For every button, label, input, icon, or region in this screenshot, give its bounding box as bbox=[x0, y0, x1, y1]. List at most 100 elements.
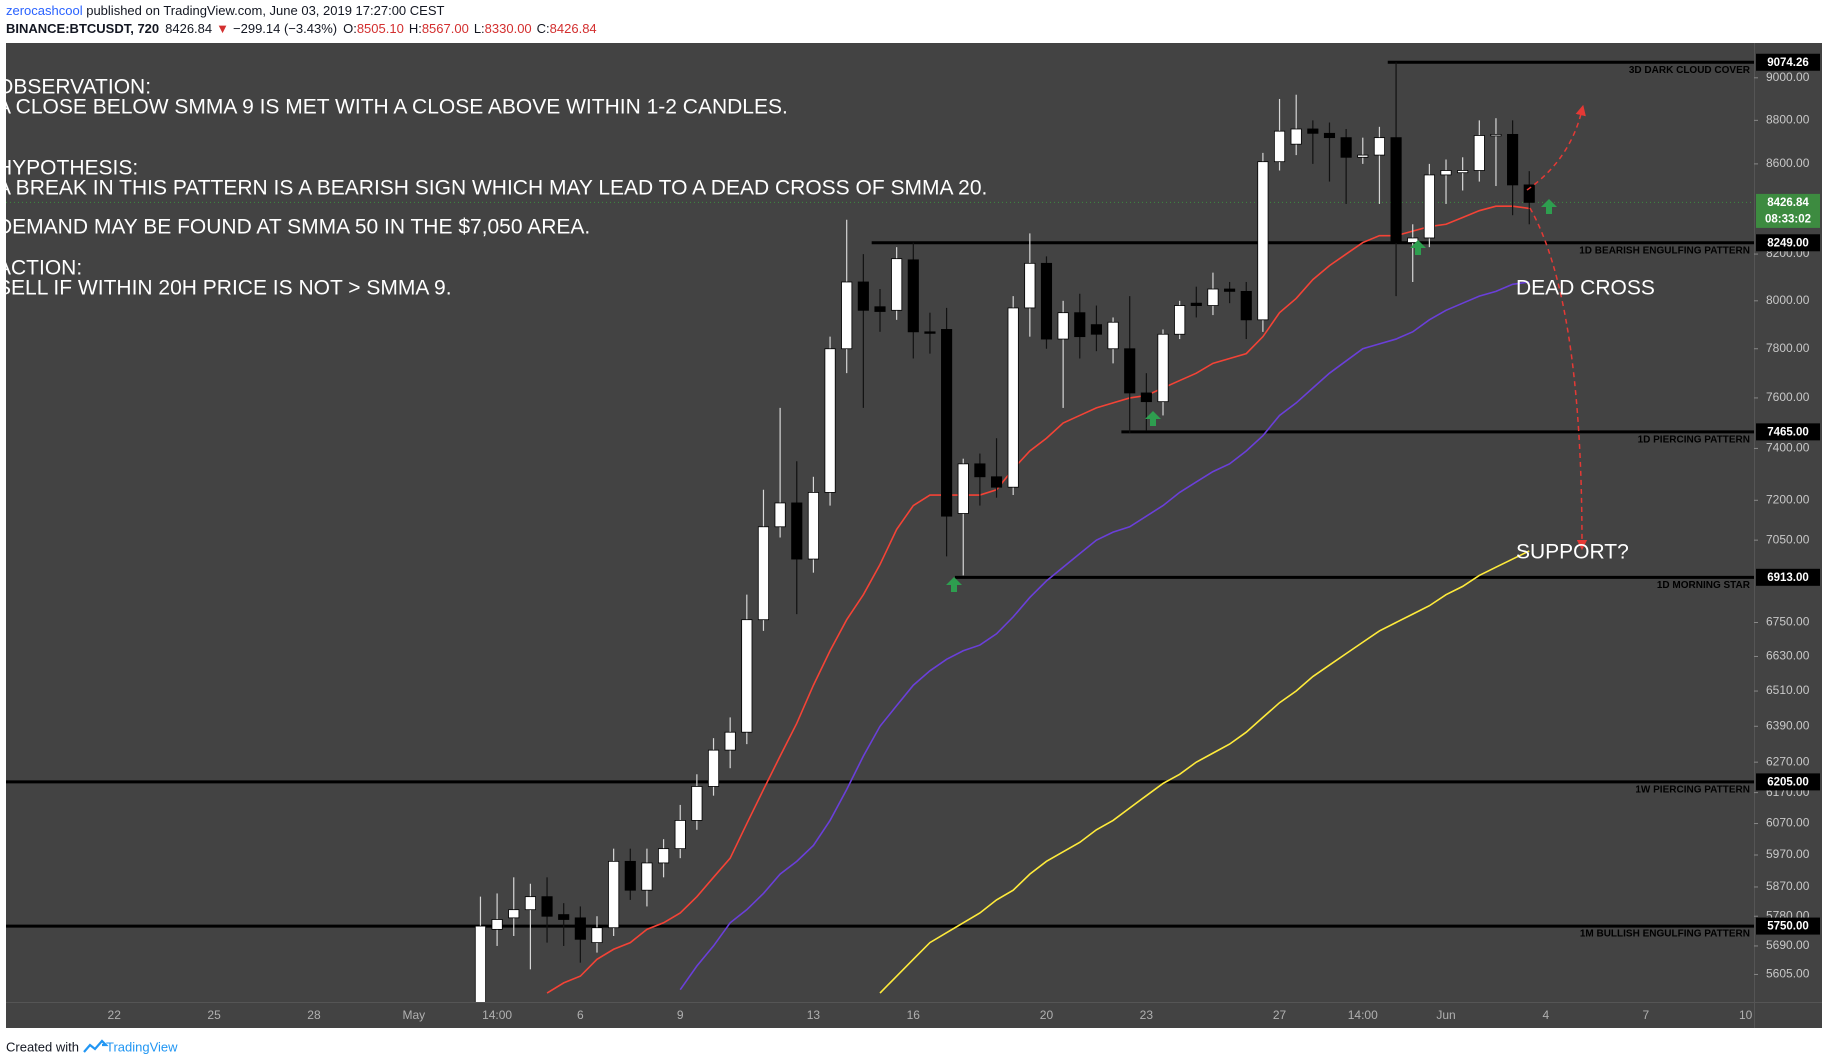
y-tick-label: 8800.00 bbox=[1766, 113, 1810, 127]
x-tick-label: 7 bbox=[1642, 1008, 1649, 1022]
candle-body bbox=[491, 919, 503, 930]
level-name: 1W PIERCING PATTERN bbox=[1635, 785, 1750, 796]
note: OBSERVATION: bbox=[0, 76, 151, 99]
note: SELL IF WITHIN 20H PRICE IS NOT > SMMA 9… bbox=[0, 277, 452, 300]
candle-body bbox=[1357, 154, 1369, 158]
candle-body bbox=[608, 860, 620, 929]
candle-body bbox=[1157, 333, 1169, 403]
low-label: L: bbox=[474, 21, 485, 36]
candle-body bbox=[741, 619, 753, 733]
candle-body bbox=[508, 909, 520, 919]
level-price-label: 6205.00 bbox=[1767, 776, 1809, 788]
candle-body bbox=[1507, 133, 1519, 186]
y-tick-label: 9000.00 bbox=[1766, 70, 1810, 84]
symbol-line: BINANCE:BTCUSDT, 720 8426.84 ▼ −299.14 (−3.… bbox=[6, 21, 597, 36]
countdown: 08:33:02 bbox=[1765, 213, 1811, 225]
level-name: 1D BEARISH ENGULFING PATTERN bbox=[1579, 245, 1750, 256]
note: A BREAK IN THIS PATTERN IS A BEARISH SIG… bbox=[0, 177, 987, 200]
candle-body bbox=[791, 502, 803, 560]
candle-body bbox=[1224, 288, 1236, 292]
close-value: 8426.84 bbox=[550, 21, 597, 36]
candle-body bbox=[1373, 137, 1385, 156]
candle-body bbox=[841, 281, 853, 350]
moving-average bbox=[679, 281, 1530, 991]
y-tick-label: 7050.00 bbox=[1766, 532, 1810, 546]
candle-body bbox=[1290, 128, 1302, 145]
x-tick-label: 27 bbox=[1273, 1008, 1287, 1022]
candle-body bbox=[1140, 392, 1152, 403]
level-price-label: 8249.00 bbox=[1767, 237, 1809, 249]
candle-body bbox=[1473, 135, 1485, 171]
last-price-label: 8426.84 bbox=[1767, 197, 1809, 209]
candle-body bbox=[574, 917, 586, 940]
note: DEMAND MAY BE FOUND AT SMMA 50 IN THE $7… bbox=[0, 216, 590, 239]
candle-body bbox=[907, 259, 919, 333]
candle-body bbox=[807, 492, 819, 560]
x-tick-label: 14:00 bbox=[482, 1008, 512, 1022]
candle-body bbox=[1090, 324, 1102, 335]
y-tick-label: 6390.00 bbox=[1766, 718, 1810, 732]
plot-area: 3D DARK CLOUD COVER 1D BEARISH ENGULFING … bbox=[6, 60, 1754, 1002]
y-tick-label: 7800.00 bbox=[1766, 341, 1810, 355]
candle-body bbox=[1124, 348, 1136, 394]
candle-body bbox=[1440, 170, 1452, 176]
candle-body bbox=[658, 848, 670, 864]
candle-body bbox=[1257, 161, 1269, 321]
candle-body bbox=[1190, 302, 1202, 306]
candle-body bbox=[874, 306, 886, 312]
buy-arrow bbox=[1410, 240, 1426, 255]
level-name: 3D DARK CLOUD COVER bbox=[1629, 65, 1751, 76]
candle-body bbox=[1523, 184, 1535, 203]
author[interactable]: zerocashcool bbox=[6, 3, 83, 18]
candle-body bbox=[541, 896, 553, 917]
level-price-label: 9074.26 bbox=[1767, 57, 1809, 69]
created-with: Created with bbox=[6, 1039, 79, 1054]
high-value: 8567.00 bbox=[422, 21, 469, 36]
note: ACTION: bbox=[0, 257, 82, 280]
published: published on TradingView.com, June 03, 2… bbox=[83, 3, 445, 18]
candle-body bbox=[1057, 312, 1069, 340]
x-tick-label: 28 bbox=[307, 1008, 321, 1022]
candle-body bbox=[824, 348, 836, 493]
x-tick-label: 13 bbox=[807, 1008, 821, 1022]
candle-body bbox=[974, 463, 986, 478]
candle-body bbox=[691, 786, 703, 821]
candle-body bbox=[924, 331, 936, 334]
x-tick-label: Jun bbox=[1436, 1008, 1455, 1022]
y-tick-label: 7200.00 bbox=[1766, 492, 1810, 506]
y-tick-label: 8600.00 bbox=[1766, 156, 1810, 170]
level-name: 1D MORNING STAR bbox=[1657, 580, 1751, 591]
moving-average bbox=[879, 550, 1530, 994]
brand-logo bbox=[83, 1039, 109, 1053]
brand[interactable]: TradingView bbox=[106, 1039, 178, 1054]
buy-arrow bbox=[1541, 199, 1557, 214]
x-tick-label: 9 bbox=[677, 1008, 684, 1022]
candle-body bbox=[674, 820, 686, 850]
projection-up bbox=[1526, 104, 1586, 191]
change: −299.14 (−3.43%) bbox=[233, 21, 337, 36]
moving-average bbox=[546, 205, 1530, 994]
change-arrow: ▼ bbox=[216, 21, 229, 36]
y-tick-label: 8000.00 bbox=[1766, 293, 1810, 307]
candle-body bbox=[1207, 288, 1219, 306]
candle-body bbox=[707, 749, 720, 787]
level-price-label: 7465.00 bbox=[1767, 426, 1809, 438]
candle-body bbox=[724, 731, 736, 751]
x-tick-label: 4 bbox=[1543, 1008, 1550, 1022]
y-tick-label: 7400.00 bbox=[1766, 441, 1810, 455]
x-tick-label: 10 bbox=[1739, 1008, 1753, 1022]
x-tick-label: 22 bbox=[108, 1008, 122, 1022]
candle-body bbox=[1323, 132, 1336, 139]
candle-body bbox=[1174, 305, 1186, 335]
y-tick-label: 6630.00 bbox=[1766, 649, 1810, 663]
level-name: 1M BULLISH ENGULFING PATTERN bbox=[1580, 929, 1750, 940]
level-price-box bbox=[1756, 568, 1820, 586]
candle-body bbox=[891, 258, 903, 311]
notes: OBSERVATION: A CLOSE BELOW SMMA 9 IS MET… bbox=[0, 76, 987, 300]
y-tick-label: 5605.00 bbox=[1766, 967, 1810, 981]
candle-body bbox=[1107, 321, 1119, 350]
candle-body bbox=[990, 476, 1003, 488]
open-value: 8505.10 bbox=[357, 21, 404, 36]
y-tick-label: 6070.00 bbox=[1766, 816, 1810, 830]
